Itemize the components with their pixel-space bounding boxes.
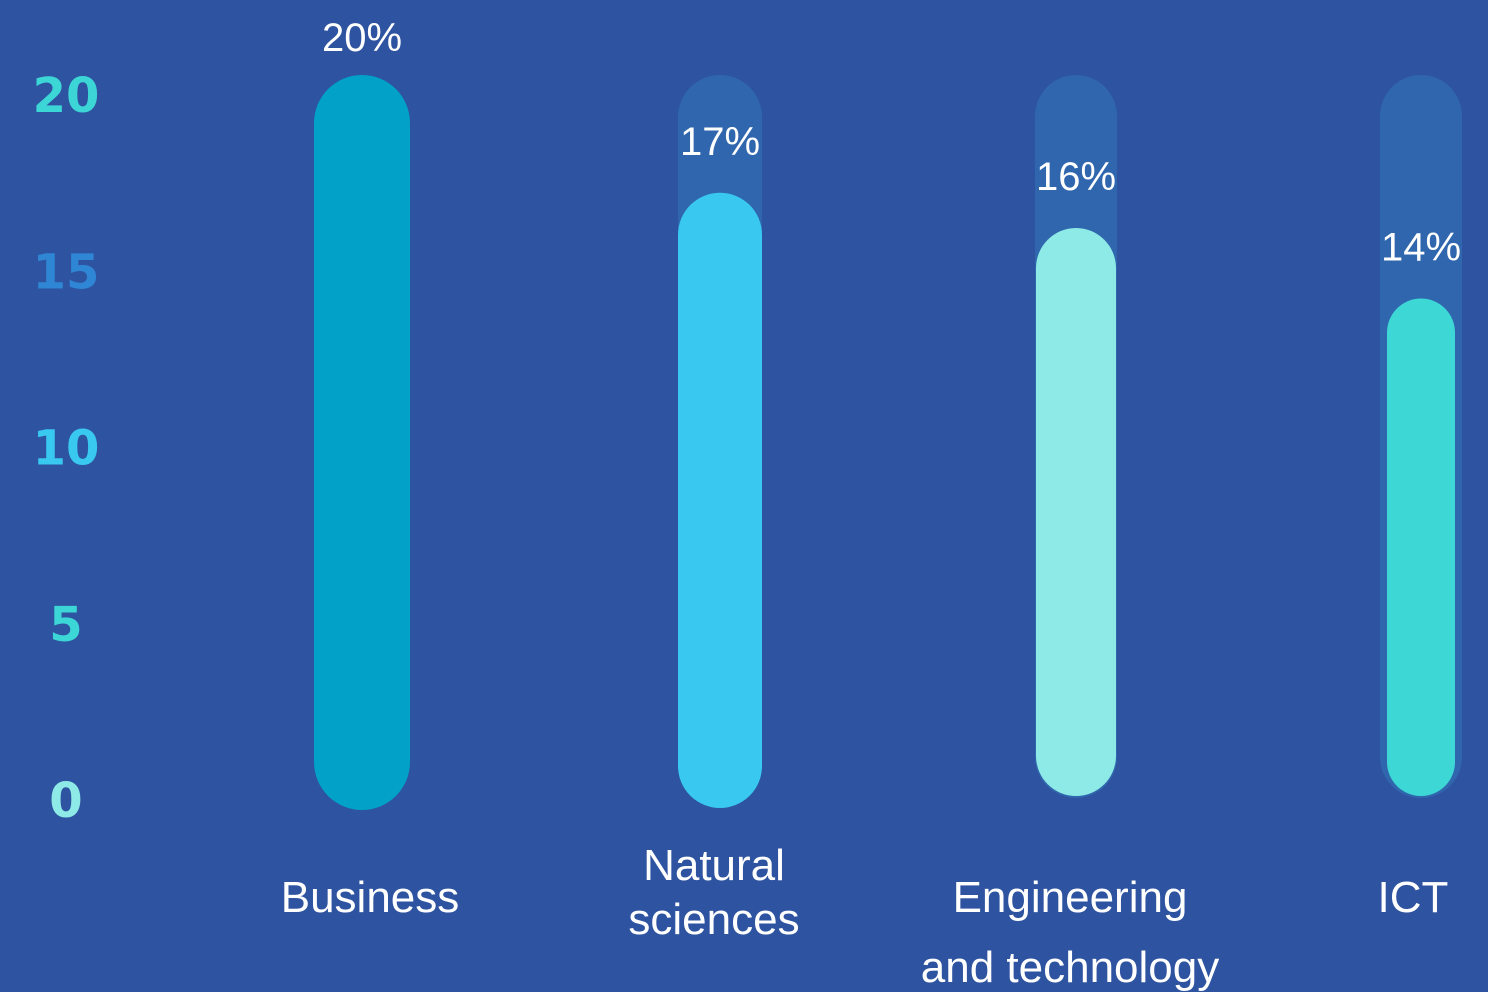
y-tick-label: 10 [33,421,100,477]
y-tick-label: 15 [33,244,100,300]
x-tick-label-line: Engineering [953,873,1188,922]
y-tick-label: 5 [49,597,82,653]
x-tick-label-line: Business [281,873,460,922]
x-tick-label: Business [281,873,460,922]
x-tick-label: Engineering and technology [921,873,1219,992]
data-label: 17% [680,120,760,164]
data-label: 14% [1381,226,1461,270]
bar [678,192,762,808]
bar [314,75,410,810]
y-axis-ticks: 20 15 10 5 0 [33,68,100,829]
bar [1036,228,1116,796]
x-tick-label-line: Natural [643,841,785,890]
bar [1387,298,1455,796]
x-tick-label: ICT [1378,873,1449,922]
x-tick-label-line: sciences [628,895,799,944]
y-tick-label: 20 [33,68,100,124]
data-label: 16% [1036,155,1116,199]
y-tick-label: 0 [49,773,82,829]
data-label: 20% [322,16,402,60]
x-tick-label-line: and technology [921,943,1219,992]
bars: 20% Business 17% Natural sciences 16% Engineer… [281,16,1462,992]
x-tick-label: Natural sciences [628,841,799,944]
x-tick-label-line: ICT [1378,873,1449,922]
